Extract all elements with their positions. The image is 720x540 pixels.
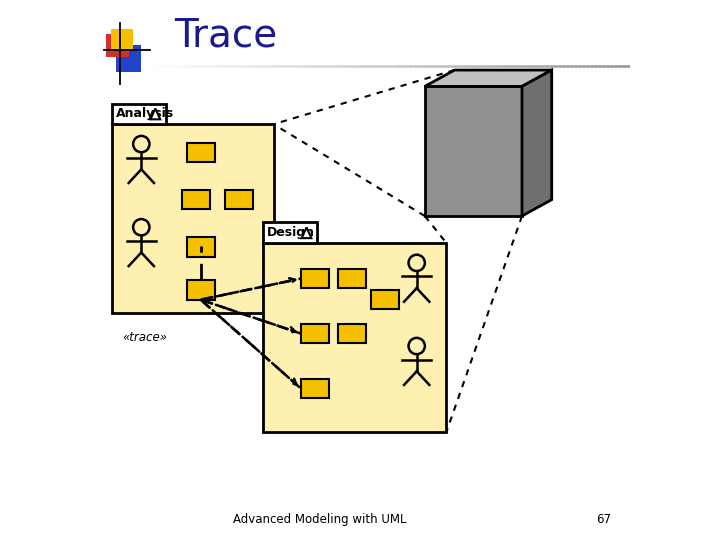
FancyBboxPatch shape: [338, 269, 366, 288]
Polygon shape: [111, 29, 133, 51]
FancyBboxPatch shape: [181, 190, 210, 209]
FancyBboxPatch shape: [187, 143, 215, 162]
FancyBboxPatch shape: [371, 289, 399, 309]
Polygon shape: [522, 70, 552, 216]
Text: Advanced Modeling with UML: Advanced Modeling with UML: [233, 513, 406, 526]
FancyBboxPatch shape: [187, 237, 215, 256]
Polygon shape: [150, 109, 160, 119]
Text: 67: 67: [596, 513, 611, 526]
FancyBboxPatch shape: [263, 222, 317, 243]
FancyBboxPatch shape: [112, 124, 274, 313]
FancyBboxPatch shape: [301, 324, 328, 343]
Polygon shape: [425, 86, 522, 216]
Polygon shape: [425, 70, 552, 86]
Text: Analysis: Analysis: [116, 107, 174, 120]
FancyBboxPatch shape: [263, 243, 446, 432]
FancyBboxPatch shape: [301, 269, 328, 288]
FancyBboxPatch shape: [338, 324, 366, 343]
Polygon shape: [107, 34, 129, 57]
Text: «trace»: «trace»: [122, 331, 167, 344]
FancyBboxPatch shape: [186, 280, 215, 300]
Polygon shape: [302, 227, 311, 238]
Text: Trace: Trace: [174, 16, 277, 54]
FancyBboxPatch shape: [301, 379, 328, 398]
Text: Design: Design: [267, 226, 315, 239]
FancyBboxPatch shape: [112, 104, 166, 124]
FancyBboxPatch shape: [225, 190, 253, 209]
Polygon shape: [116, 45, 141, 72]
